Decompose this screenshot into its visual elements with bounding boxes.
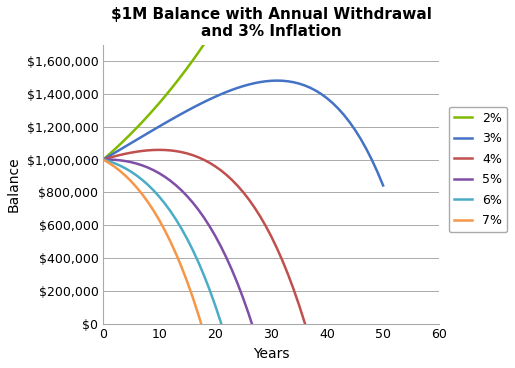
Line: 3%: 3% bbox=[103, 81, 383, 185]
4% bbox=[190, 153, 196, 158]
2% bbox=[184, 66, 190, 70]
3% bbox=[307, 86, 314, 90]
3% bbox=[374, 170, 381, 174]
3% bbox=[290, 80, 297, 84]
4% bbox=[195, 155, 201, 159]
2% bbox=[190, 58, 196, 63]
6% bbox=[100, 158, 106, 162]
3% bbox=[380, 183, 386, 188]
Line: 7%: 7% bbox=[103, 160, 383, 368]
2% bbox=[100, 158, 106, 162]
Title: $1M Balance with Annual Withdrawal
and 3% Inflation: $1M Balance with Annual Withdrawal and 3… bbox=[111, 7, 432, 39]
5% bbox=[190, 201, 196, 205]
4% bbox=[156, 148, 162, 152]
Line: 2%: 2% bbox=[103, 0, 383, 160]
Line: 4%: 4% bbox=[103, 150, 383, 368]
X-axis label: Years: Years bbox=[253, 347, 289, 361]
5% bbox=[162, 174, 168, 179]
7% bbox=[190, 295, 196, 300]
6% bbox=[184, 237, 190, 241]
3% bbox=[273, 78, 280, 83]
5% bbox=[100, 158, 106, 162]
5% bbox=[184, 194, 190, 198]
Legend: 2%, 3%, 4%, 5%, 6%, 7%: 2%, 3%, 4%, 5%, 6%, 7% bbox=[449, 107, 507, 232]
4% bbox=[307, 340, 314, 344]
Line: 6%: 6% bbox=[103, 160, 383, 368]
2% bbox=[162, 94, 168, 99]
7% bbox=[162, 228, 168, 233]
4% bbox=[167, 148, 174, 153]
Line: 5%: 5% bbox=[103, 160, 383, 368]
Y-axis label: Balance: Balance bbox=[7, 156, 21, 212]
7% bbox=[100, 158, 106, 162]
3% bbox=[162, 121, 168, 125]
3% bbox=[184, 109, 190, 113]
4% bbox=[290, 287, 297, 291]
3% bbox=[190, 106, 196, 110]
7% bbox=[184, 279, 190, 284]
4% bbox=[100, 158, 106, 162]
6% bbox=[162, 201, 168, 206]
3% bbox=[100, 158, 106, 162]
6% bbox=[190, 248, 196, 252]
